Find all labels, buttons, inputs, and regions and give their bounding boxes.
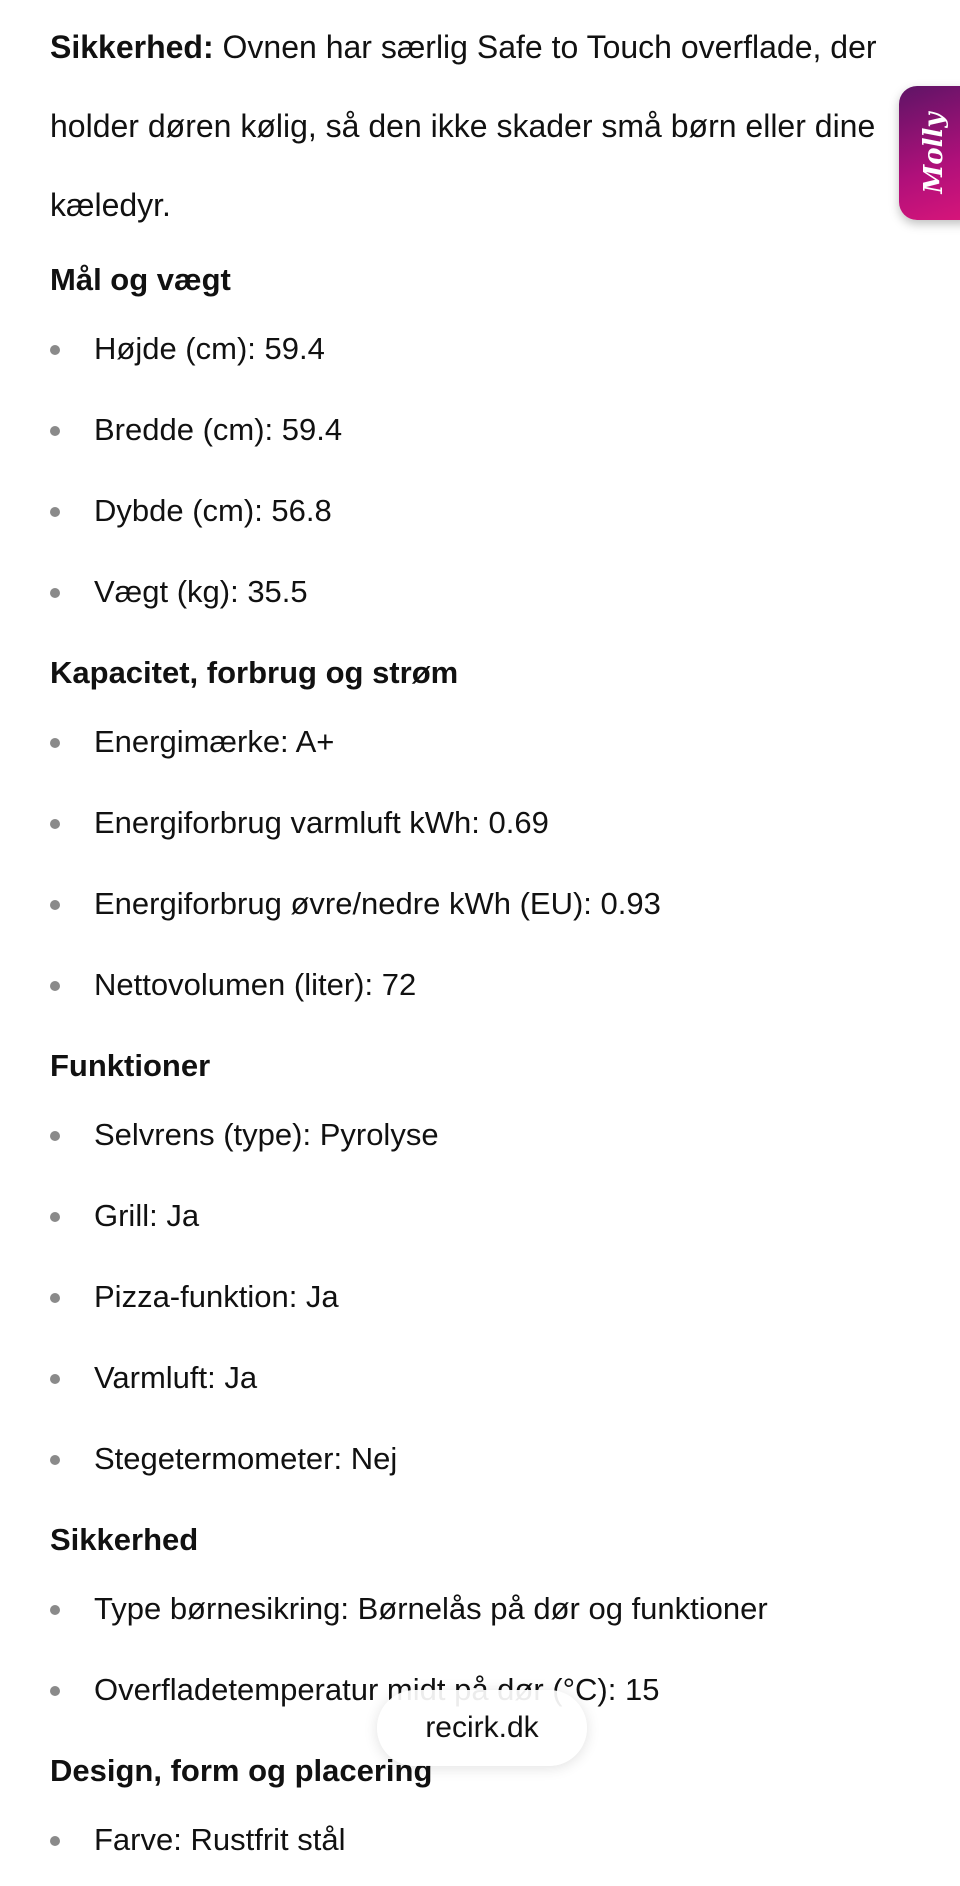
spec-list-item: Nettovolumen (liter): 72: [50, 950, 920, 1031]
section-heading: Mål og vægt: [50, 262, 231, 297]
section-heading: Funktioner: [50, 1048, 211, 1083]
spec-list-item: Vægt (kg): 35.5: [50, 557, 920, 638]
spec-list-item: Energiforbrug øvre/nedre kWh (EU): 0.93: [50, 869, 920, 950]
spec-list-item: Dybde (cm): 56.8: [50, 476, 920, 557]
spec-list-item: Type børnesikring: Børnelås på dør og fu…: [50, 1574, 920, 1655]
intro-paragraph: Sikkerhed: Ovnen har særlig Safe to Touc…: [50, 8, 920, 245]
intro-text: Ovnen har særlig Safe to Touch overflade…: [50, 29, 877, 223]
section-heading: Sikkerhed: [50, 1522, 199, 1557]
molly-logo: Molly: [919, 112, 949, 194]
spec-list-item: Farve: Rustfrit stål: [50, 1805, 920, 1886]
section-heading: Kapacitet, forbrug og strøm: [50, 655, 459, 690]
molly-chat-tab[interactable]: Molly: [899, 86, 960, 220]
url-bar-pill[interactable]: recirk.dk: [377, 1690, 587, 1766]
spec-list-item: Energiforbrug varmluft kWh: 0.69: [50, 788, 920, 869]
spec-list-item: Varmluft: Ja: [50, 1343, 920, 1424]
spec-list-item: Højde (cm): 59.4: [50, 314, 920, 395]
spec-list-item: Bredde (cm): 59.4: [50, 395, 920, 476]
spec-list: Energimærke: A+ Energiforbrug varmluft kW…: [50, 707, 920, 1031]
spec-list: Højde (cm): 59.4 Bredde (cm): 59.4 Dybde (…: [50, 314, 920, 638]
product-description: Sikkerhed: Ovnen har særlig Safe to Touc…: [50, 8, 920, 1886]
intro-label: Sikkerhed:: [50, 29, 214, 65]
spec-list: Farve: Rustfrit stål: [50, 1805, 920, 1886]
url-text: recirk.dk: [425, 1711, 539, 1744]
section-heading: Design, form og placering: [50, 1753, 433, 1788]
spec-list-item: Pizza-funktion: Ja: [50, 1262, 920, 1343]
spec-list-item: Energimærke: A+: [50, 707, 920, 788]
spec-list-item: Selvrens (type): Pyrolyse: [50, 1100, 920, 1181]
spec-list: Selvrens (type): Pyrolyse Grill: Ja Pizza-…: [50, 1100, 920, 1505]
spec-list-item: Stegetermometer: Nej: [50, 1424, 920, 1505]
spec-list-item: Grill: Ja: [50, 1181, 920, 1262]
spec-list: Type børnesikring: Børnelås på dør og fu…: [50, 1574, 920, 1736]
